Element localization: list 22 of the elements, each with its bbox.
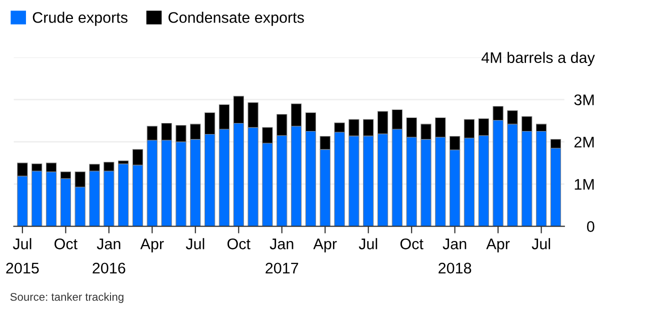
x-tick-label: Jul — [358, 238, 378, 250]
legend-label: Condensate exports — [168, 12, 304, 26]
y-tick-label: 1M — [574, 179, 594, 190]
x-tick-label: Oct — [54, 238, 78, 250]
x-tick-label: Jan 2018 — [438, 238, 472, 274]
x-tick-label: Jan 2016 — [92, 238, 126, 274]
y-tick-label: 2M — [574, 136, 594, 148]
x-tick-label: Apr — [486, 238, 510, 252]
x-tick-label: Oct — [400, 238, 424, 250]
x-tick-label: Jan 2017 — [266, 238, 298, 274]
y-tick-label: 0 — [587, 221, 594, 232]
y-tick-label: 4M barrels a day — [481, 52, 595, 66]
y-tick-label: 3M — [574, 94, 594, 106]
legend-label: Crude exports — [32, 12, 128, 26]
bar — [118, 164, 129, 226]
x-tick-label: Apr — [313, 238, 337, 252]
x-tick-label: Jul — [532, 238, 550, 250]
x-tick-label: Jul 2015 — [6, 238, 39, 274]
x-tick-label: Oct — [227, 238, 250, 250]
source-note: Source: tanker tracking — [10, 292, 124, 304]
x-tick-label: Jul — [186, 238, 204, 250]
x-tick-label: Apr — [140, 238, 164, 252]
